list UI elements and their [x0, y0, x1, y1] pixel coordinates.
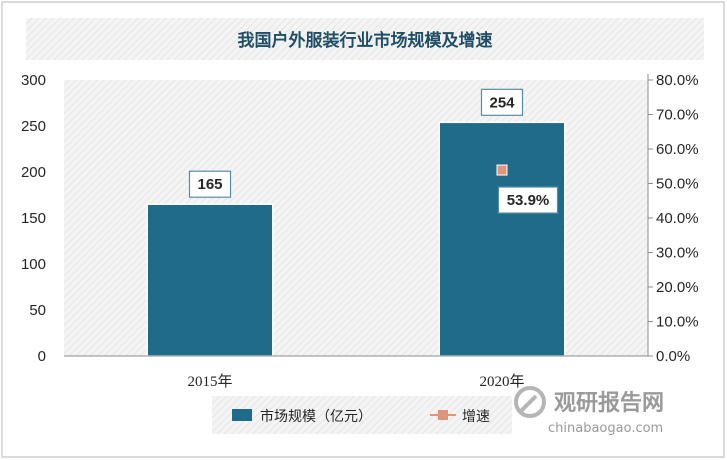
- chart-title: 我国户外服装行业市场规模及增速: [238, 30, 493, 51]
- line-markers: [496, 164, 508, 176]
- bar-2015年: [146, 203, 274, 357]
- bar-value-label: 254: [489, 94, 515, 111]
- watermark: 观研报告网 chinabaogao.com: [514, 386, 664, 436]
- right-tick-label: 50.0%: [656, 176, 699, 193]
- watermark-url: chinabaogao.com: [548, 421, 663, 436]
- left-tick-label: 50: [29, 302, 46, 319]
- right-tick-label: 0.0%: [656, 348, 690, 365]
- left-tick-label: 0: [38, 348, 46, 365]
- growth-value-label: 53.9%: [507, 192, 550, 209]
- right-tick-label: 40.0%: [656, 210, 699, 227]
- left-axis: 0 50 100 150 200 250 300: [21, 72, 46, 365]
- legend-label-bar: 市场规模（亿元）: [260, 408, 372, 425]
- title-band: [26, 18, 704, 60]
- left-tick-label: 300: [21, 72, 46, 89]
- right-tick-label: 60.0%: [656, 141, 699, 158]
- watermark-brand: 观研报告网: [554, 391, 664, 416]
- category-label: 2015年: [187, 373, 232, 390]
- watermark-logo-icon: [514, 386, 546, 418]
- bar-2020年: [438, 121, 566, 357]
- right-tick-label: 10.0%: [656, 314, 699, 331]
- right-tick-label: 70.0%: [656, 107, 699, 124]
- legend-label-line: 增速: [462, 409, 490, 425]
- bar-value-label: 165: [197, 176, 222, 193]
- left-tick-label: 100: [21, 256, 46, 273]
- legend-swatch-marker: [438, 410, 448, 420]
- data-labels: 165 254 53.9%: [188, 88, 559, 214]
- right-axis: 0.0% 10.0% 20.0% 30.0% 40.0% 50.0% 60.0% 70.0% 8…: [647, 72, 699, 365]
- right-tick-label: 30.0%: [656, 245, 699, 262]
- left-tick-label: 200: [21, 164, 46, 181]
- category-axis: 2015年 2020年: [64, 355, 648, 390]
- bar-value-label-box: [480, 88, 524, 116]
- left-tick-label: 250: [21, 118, 46, 135]
- category-label: 2020年: [479, 373, 524, 390]
- bar-value-label-box: [188, 170, 232, 198]
- legend-box: [212, 396, 512, 434]
- right-tick-label: 20.0%: [656, 279, 699, 296]
- right-tick-label: 80.0%: [656, 72, 699, 89]
- bars-group: [146, 121, 566, 357]
- growth-value-label-box: [497, 186, 559, 214]
- legend: 市场规模（亿元） 增速: [212, 396, 512, 434]
- legend-swatch-bar: [232, 409, 252, 421]
- growth-marker: [496, 164, 508, 176]
- left-tick-label: 150: [21, 210, 46, 227]
